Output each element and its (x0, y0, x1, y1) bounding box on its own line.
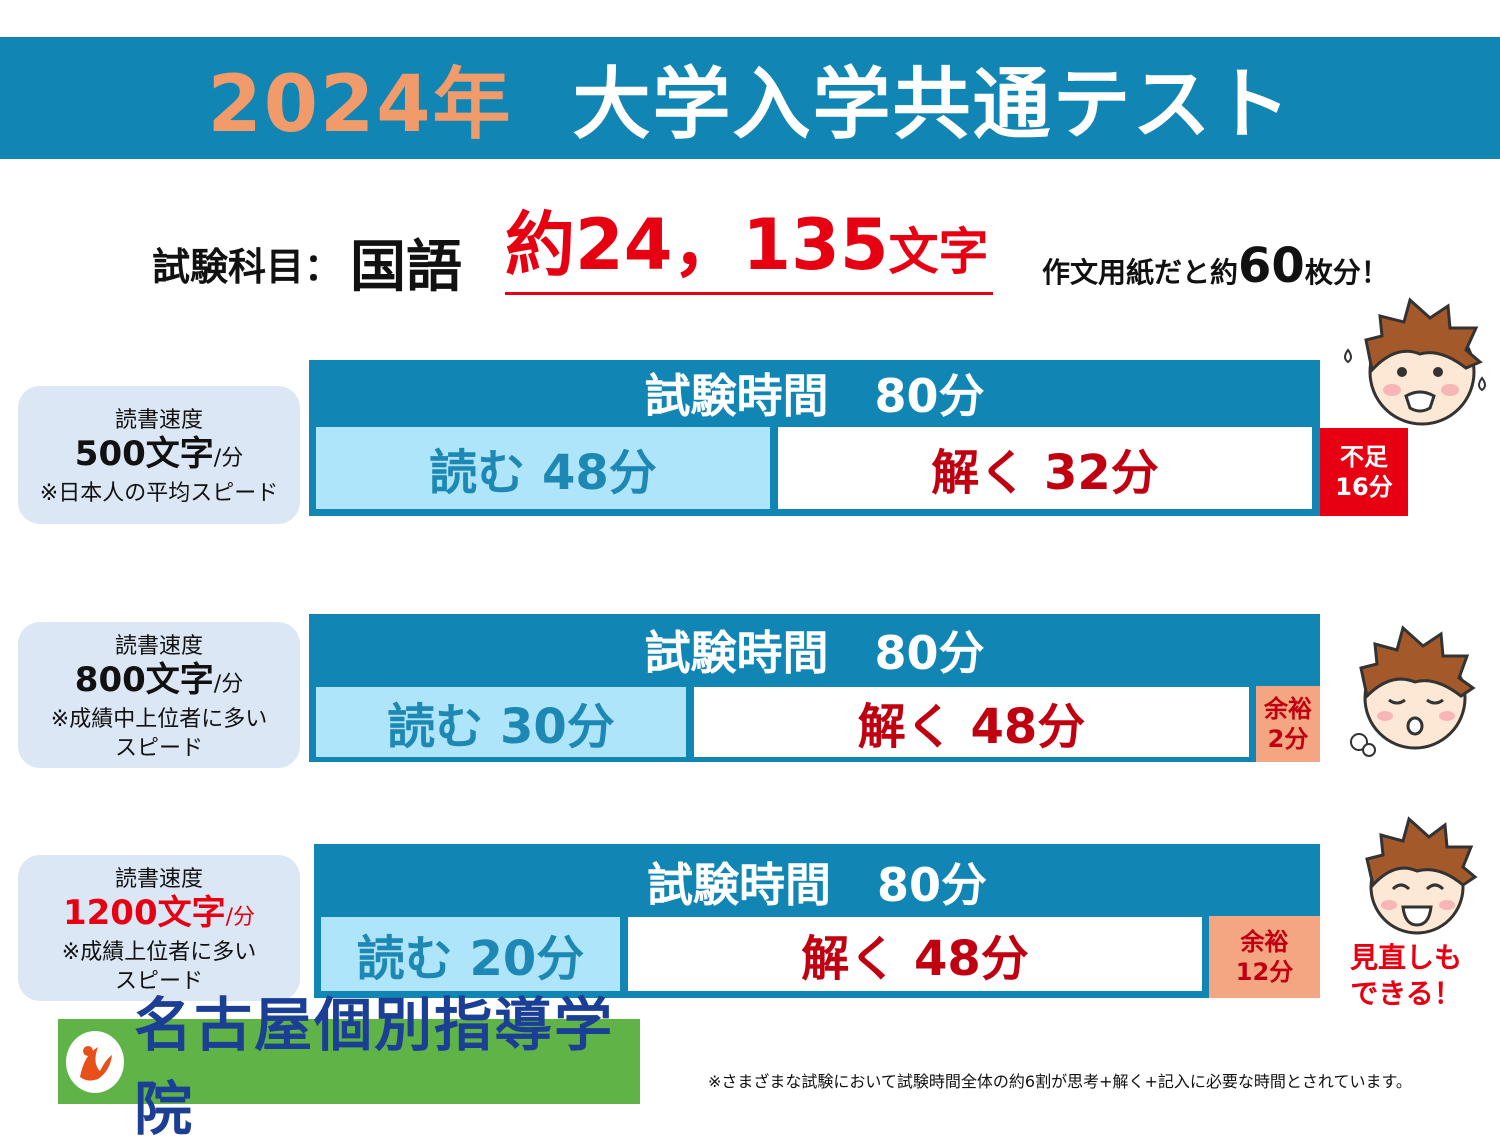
happy-boy-icon (1365, 816, 1478, 935)
speed-rate: 800文字/分 (75, 660, 243, 705)
shortage-label: 不足 (1340, 443, 1388, 471)
relieved-boy-icon (1350, 625, 1476, 757)
spare-minutes: 12分 (1235, 958, 1294, 986)
speed-note-line-1: ※成績中上位者に多い (50, 706, 268, 732)
read-segment-3: 読む 20分 (318, 914, 623, 994)
school-logo: 名古屋個別指導学院 (58, 991, 640, 1143)
panicked-boy-icon (1344, 297, 1486, 426)
spare-minutes: 2分 (1267, 725, 1309, 753)
speed-note: ※日本人の平均スピード (39, 481, 279, 506)
speed-rate-unit: /分 (213, 671, 244, 697)
character-count-value: 約24，135 (505, 204, 889, 286)
solve-segment-1: 解く 32分 (775, 424, 1315, 512)
subject-name: 国語 (350, 235, 462, 300)
sheets-note-pre: 作文用紙だと約 (1042, 256, 1239, 289)
speed-rate-value: 500文字 (74, 434, 214, 474)
speed-label: 読書速度 (114, 633, 203, 659)
speed-rate-unit: /分 (225, 904, 256, 930)
speed-note-line-2: スピード (114, 968, 203, 994)
read-segment-1: 読む 48分 (313, 424, 773, 512)
speed-note-line-2: スピード (114, 735, 203, 761)
shortage-minutes: 16分 (1335, 473, 1393, 501)
speed-rate: 500文字/分 (75, 434, 243, 479)
header-title: 大学入学共通テスト (572, 60, 1293, 150)
speed-label: 読書速度 (114, 408, 203, 433)
footnote: ※さまざまな試験において試験時間全体の約6割が思考+解く+記入に必要な時間とされ… (708, 1072, 1412, 1091)
header-banner: 2024年 大学入学共通テスト (0, 37, 1500, 159)
sheets-note: 作文用紙だと約60枚分！ (1042, 238, 1389, 294)
solve-segment-2: 解く 48分 (691, 684, 1252, 760)
sheets-note-post: 枚分！ (1304, 256, 1389, 289)
spare-label: 余裕 (1264, 695, 1312, 723)
speed-box-2: 読書速度 800文字/分 ※成績中上位者に多い スピード (18, 622, 300, 768)
character-count: 約24，135文字 (505, 205, 993, 295)
speed-rate: 1200文字/分 (63, 893, 255, 938)
shortage-tag: 不足 16分 (1320, 428, 1408, 516)
header-year: 2024年 (207, 60, 513, 150)
speed-rate-unit: /分 (213, 446, 244, 471)
exam-time: 試験時間 80分 (644, 369, 985, 423)
spare-label: 余裕 (1240, 928, 1289, 956)
character-count-unit: 文字 (888, 223, 989, 281)
school-name: 名古屋個別指導学院 (134, 990, 615, 1143)
review-note: 見直しも できる！ (1350, 940, 1462, 1012)
speed-rate-value: 1200文字 (62, 892, 226, 933)
speed-label: 読書速度 (114, 866, 203, 892)
speed-note-line-1: ※成績上位者に多い (61, 939, 257, 965)
read-segment-2: 読む 30分 (313, 684, 689, 760)
subject-label: 試験科目： (152, 245, 343, 289)
spare-tag-2: 余裕 2分 (1256, 686, 1320, 762)
logo-swirl-icon (80, 1045, 113, 1081)
solve-segment-3: 解く 48分 (625, 914, 1205, 994)
speed-box-3: 読書速度 1200文字/分 ※成績上位者に多い スピード (18, 855, 300, 1001)
review-note-line-1: 見直しも (1350, 941, 1463, 974)
exam-time: 試験時間 80分 (646, 858, 987, 912)
speed-box-1: 読書速度 500文字/分 ※日本人の平均スピード (18, 386, 300, 524)
spare-tag-3: 余裕 12分 (1209, 916, 1320, 998)
exam-time: 試験時間 80分 (644, 626, 985, 680)
sheets-note-number: 60 (1238, 238, 1305, 294)
school-logo-icon (66, 1030, 125, 1093)
review-note-line-2: できる！ (1350, 977, 1462, 1010)
speed-rate-value: 800文字 (74, 659, 214, 700)
